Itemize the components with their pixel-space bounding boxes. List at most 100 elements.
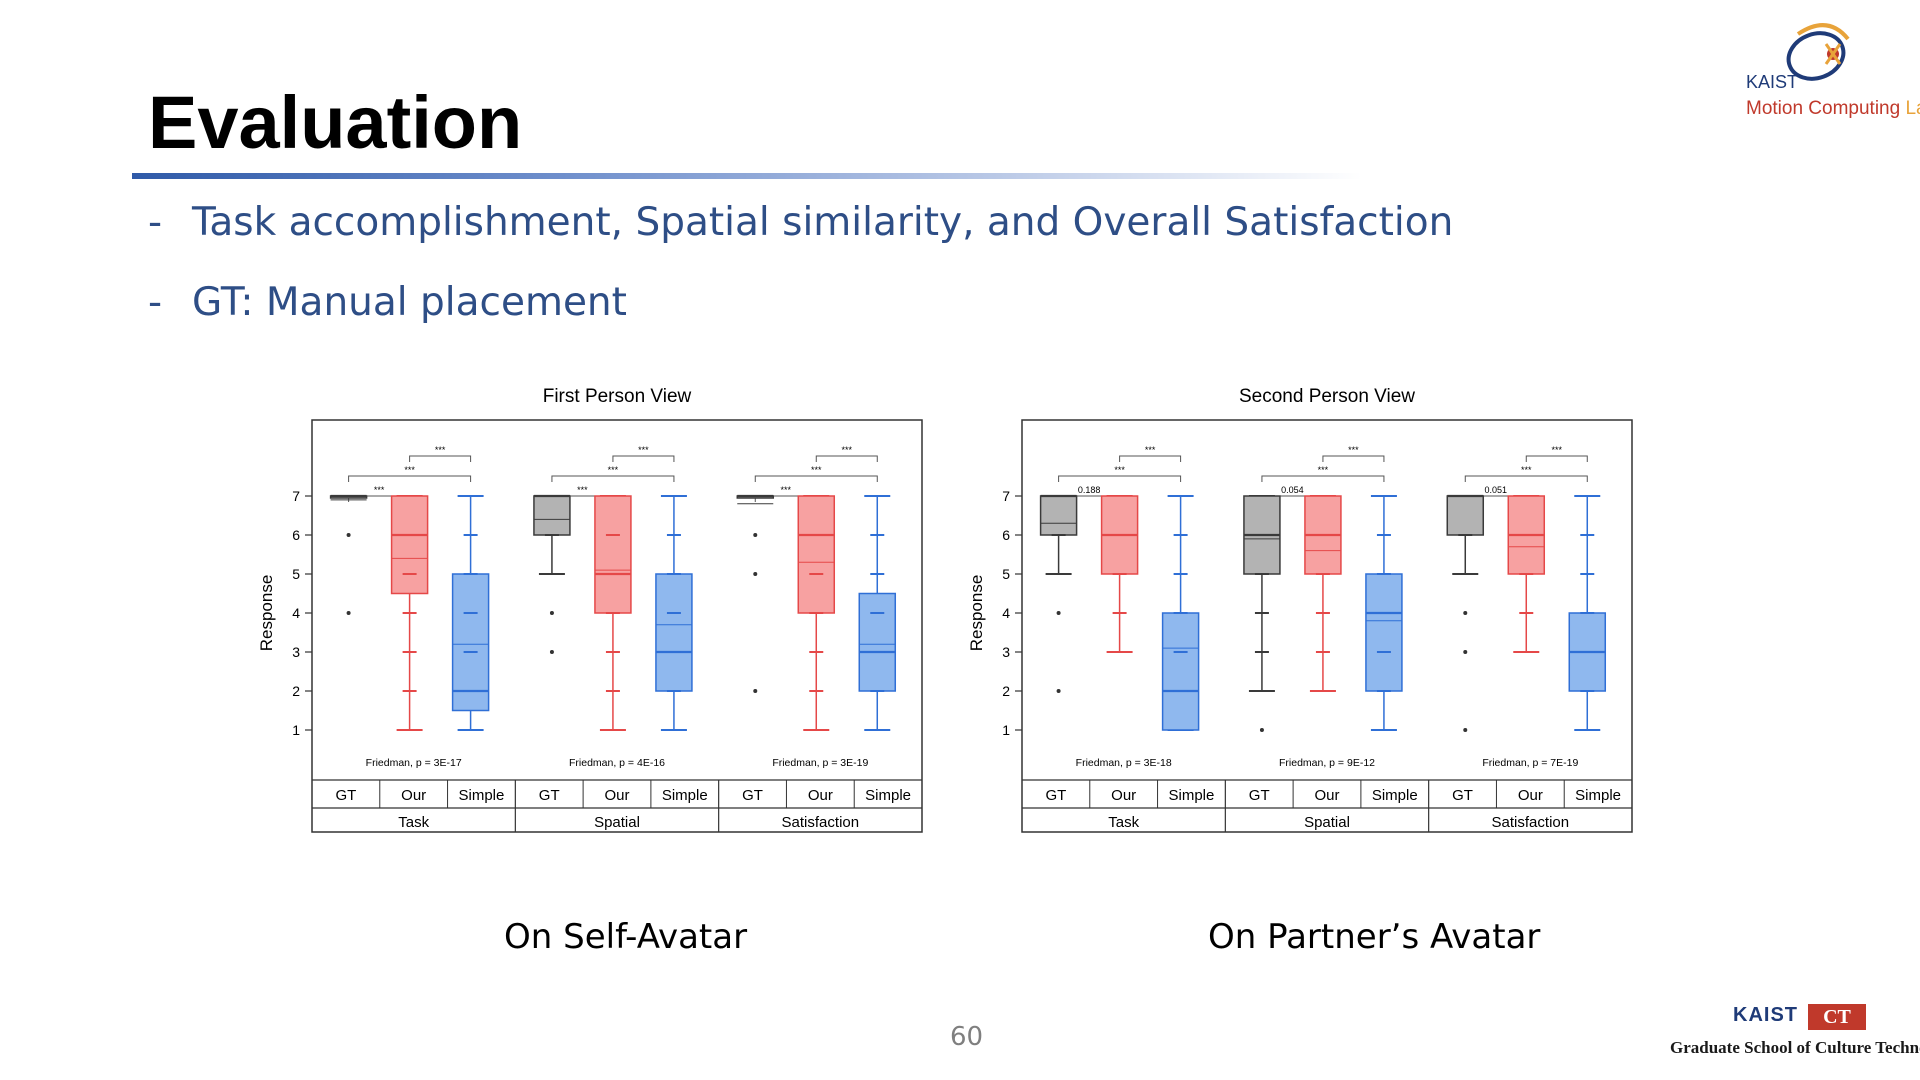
slide-title: Evaluation xyxy=(148,81,523,164)
condition-label: Our xyxy=(1111,787,1136,804)
box-iqr xyxy=(594,495,632,614)
y-tick-label: 5 xyxy=(292,566,300,582)
kaist-orbit-logo-icon xyxy=(1786,23,1850,81)
y-tick-label: 2 xyxy=(292,683,300,699)
significance-bracket xyxy=(1058,475,1182,482)
friedman-stat: Friedman, p = 3E-18 xyxy=(1076,757,1172,769)
bullet-2: - GT: Manual placement xyxy=(148,280,627,325)
outlier-point xyxy=(1463,650,1468,654)
outlier-point xyxy=(753,533,758,537)
page-number: 60 xyxy=(950,1022,984,1052)
y-axis-label: Response xyxy=(967,575,986,652)
outlier-point xyxy=(1056,689,1061,693)
condition-label: Our xyxy=(1518,787,1543,804)
condition-label: Our xyxy=(401,787,426,804)
chart-title: Second Person View xyxy=(1239,386,1415,407)
significance-label: *** xyxy=(1114,465,1125,475)
bottom-logo-ct: CT xyxy=(1808,1004,1866,1030)
y-axis-label: Response xyxy=(257,575,276,652)
significance-label: *** xyxy=(404,465,415,475)
significance-bracket xyxy=(551,475,675,482)
friedman-stat: Friedman, p = 3E-19 xyxy=(772,757,868,769)
friedman-stat: Friedman, p = 3E-17 xyxy=(366,757,462,769)
logo-lab-text-b: Lab xyxy=(1905,98,1920,119)
outlier-point xyxy=(1259,728,1264,732)
y-tick-label: 3 xyxy=(292,644,300,660)
y-tick-label: 4 xyxy=(292,605,300,621)
outlier-point xyxy=(1056,611,1061,615)
significance-bracket xyxy=(1322,455,1385,462)
significance-label: *** xyxy=(1521,465,1532,475)
significance-bracket xyxy=(1119,455,1182,462)
outlier-point xyxy=(346,533,351,537)
significance-bracket xyxy=(815,455,878,462)
significance-label: *** xyxy=(435,445,446,455)
significance-label: *** xyxy=(577,485,588,495)
bottom-logo-kaist: KAIST xyxy=(1733,1004,1798,1026)
significance-label: 0.188 xyxy=(1078,485,1101,495)
group-label: Spatial xyxy=(594,814,640,831)
group-label: Satisfaction xyxy=(1492,814,1570,831)
outlier-point xyxy=(753,572,758,576)
outlier-point xyxy=(1463,728,1468,732)
significance-label: *** xyxy=(1318,465,1329,475)
box-iqr xyxy=(533,495,571,536)
plot-frame xyxy=(311,419,923,833)
condition-label: GT xyxy=(1249,787,1270,804)
box-iqr xyxy=(390,495,429,595)
outlier-point xyxy=(549,611,554,615)
bullet-text: Task accomplishment, Spatial similarity,… xyxy=(192,200,1454,245)
friedman-stat: Friedman, p = 9E-12 xyxy=(1279,757,1375,769)
significance-bracket xyxy=(348,475,472,482)
y-tick-label: 2 xyxy=(1002,683,1010,699)
condition-label: GT xyxy=(1045,787,1066,804)
box-iqr xyxy=(797,495,836,614)
significance-label: *** xyxy=(1348,445,1359,455)
significance-bracket xyxy=(754,475,878,482)
plot-frame xyxy=(1021,419,1633,833)
y-tick-label: 1 xyxy=(292,722,300,738)
logo-lab-text: Motion Computing Lab xyxy=(1746,98,1920,120)
condition-label: Simple xyxy=(1372,787,1418,804)
significance-bracket xyxy=(1464,475,1588,482)
outlier-point xyxy=(1463,611,1468,615)
bullet-dash: - xyxy=(148,280,163,325)
significance-label: *** xyxy=(811,465,822,475)
significance-label: 0.051 xyxy=(1485,485,1508,495)
significance-label: *** xyxy=(638,445,649,455)
y-tick-label: 1 xyxy=(1002,722,1010,738)
significance-label: 0.054 xyxy=(1281,485,1304,495)
friedman-stat: Friedman, p = 7E-19 xyxy=(1482,757,1578,769)
title-underline xyxy=(132,173,1362,179)
box-iqr xyxy=(1161,612,1200,731)
box-iqr xyxy=(1365,573,1403,692)
bullet-1: - Task accomplishment, Spatial similarity… xyxy=(148,200,1453,245)
box-iqr xyxy=(1446,495,1485,536)
y-tick-label: 3 xyxy=(1002,644,1010,660)
caption-self-avatar: On Self-Avatar xyxy=(504,917,748,957)
condition-label: Our xyxy=(604,787,629,804)
y-tick-label: 5 xyxy=(1002,566,1010,582)
box-iqr xyxy=(858,592,897,692)
group-label: Task xyxy=(398,814,429,831)
significance-label: *** xyxy=(781,485,792,495)
condition-label: GT xyxy=(742,787,763,804)
significance-label: *** xyxy=(842,445,853,455)
significance-bracket xyxy=(1525,455,1588,462)
logo-kaist-text: KAIST xyxy=(1746,72,1799,92)
box-iqr xyxy=(1039,495,1078,536)
box-iqr xyxy=(655,573,693,692)
significance-label: *** xyxy=(374,485,385,495)
group-label: Satisfaction xyxy=(782,814,860,831)
y-tick-label: 6 xyxy=(1002,527,1010,543)
condition-label: Simple xyxy=(459,787,505,804)
first-person-view-chart: First Person View Response 1 2 3 4 5 6 7 GT Our Sim… xyxy=(257,386,923,833)
logo-lab-text-a: Motion Computing xyxy=(1746,98,1906,119)
chart-title: First Person View xyxy=(543,386,692,407)
condition-label: Our xyxy=(808,787,833,804)
outlier-point xyxy=(549,650,554,654)
condition-label: Simple xyxy=(662,787,708,804)
y-tick-label: 6 xyxy=(292,527,300,543)
bullet-dash: - xyxy=(148,200,163,245)
second-person-view-chart: Second Person View Response 1 2 3 4 5 6 7 GT Our Si… xyxy=(967,386,1633,833)
